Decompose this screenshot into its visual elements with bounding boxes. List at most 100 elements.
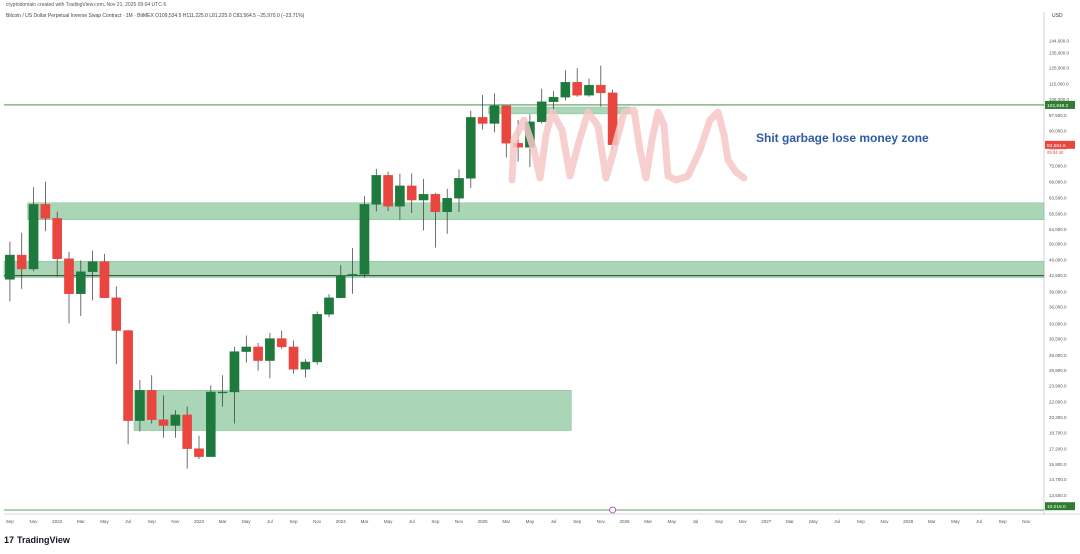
- price-tick-label: 36,000.0: [1049, 305, 1067, 310]
- time-tick-label: Jul: [267, 519, 273, 524]
- bottom-price-label: 10,015.0: [1047, 504, 1066, 510]
- candle-body: [347, 274, 358, 276]
- candle-body: [146, 390, 157, 420]
- price-tick-label: 33,000.0: [1049, 321, 1067, 326]
- tradingview-logo[interactable]: 17 TradingView: [4, 535, 70, 545]
- candle-body: [5, 254, 15, 280]
- time-tick-label: 2028: [903, 519, 914, 524]
- candle-body: [466, 117, 476, 179]
- time-tick-label: Nov: [597, 519, 606, 524]
- price-tick-label: 15,900.0: [1049, 462, 1067, 467]
- time-tick-label: Mar: [361, 519, 369, 524]
- candle-body: [40, 204, 51, 219]
- price-tick-label: 50,000.0: [1049, 242, 1067, 247]
- candle-body: [477, 117, 488, 124]
- price-tick-label: 90,000.0: [1049, 129, 1067, 134]
- candle-body: [454, 178, 464, 199]
- symbol-info-line[interactable]: Bitcoin / US Dollar Perpetual Inverse Sw…: [6, 13, 305, 19]
- price-tick-label: 25,900.0: [1049, 368, 1067, 373]
- candle-body: [111, 297, 122, 331]
- time-tick-label: 2027: [761, 519, 772, 524]
- support-zones: [3, 106, 1045, 431]
- price-tick-label: 23,900.0: [1049, 383, 1067, 388]
- price-tick-label: 13,500.0: [1049, 493, 1067, 498]
- price-tick-label: 58,500.0: [1049, 211, 1067, 216]
- tradingview-logo-text: TradingView: [17, 535, 70, 545]
- candle-body: [217, 391, 228, 394]
- candle-body: [324, 297, 334, 315]
- zone-rect: [3, 260, 1045, 278]
- time-tick-label: Mar: [928, 519, 936, 524]
- candle-body: [182, 414, 192, 449]
- price-tick-label: 17,200.0: [1049, 447, 1067, 452]
- scribble-stroke: [508, 106, 748, 184]
- time-tick-label: Nov: [313, 519, 322, 524]
- price-tick-label: 125,000.0: [1049, 65, 1070, 70]
- time-tick-label: 2026: [619, 519, 630, 524]
- candle-body: [64, 258, 74, 294]
- time-tick-label: Sep: [857, 519, 866, 524]
- candle-body: [596, 84, 606, 94]
- candle-body: [76, 271, 86, 294]
- candle-body: [584, 84, 594, 96]
- currency-label: USD: [1052, 13, 1063, 19]
- level-price-label: 102,848.2: [1047, 103, 1069, 109]
- candle-body: [536, 101, 547, 123]
- time-tick-label: Nov: [171, 519, 180, 524]
- time-tick-label: Sep: [290, 519, 299, 524]
- time-tick-label: 2024: [336, 519, 347, 524]
- time-tick-label: Sep: [999, 519, 1008, 524]
- time-axis: Sep Nov 2022 Mar May Jul Sep Nov 2023 Mar May Jul Se…: [6, 506, 1031, 524]
- time-tick-label: Mar: [219, 519, 227, 524]
- candle-body: [28, 204, 39, 270]
- candle-body: [572, 82, 582, 96]
- time-tick-label: Jul: [551, 519, 557, 524]
- price-tick-label: 63,500.0: [1049, 196, 1067, 201]
- candle-body: [371, 175, 382, 205]
- time-tick-label: Mar: [502, 519, 510, 524]
- candle-body: [288, 346, 299, 370]
- time-tick-label: Sep: [715, 519, 724, 524]
- price-tick-label: 106,000.0: [1049, 97, 1070, 102]
- time-tick-label: May: [809, 519, 818, 524]
- candle-body: [158, 419, 169, 426]
- time-tick-label: May: [526, 519, 535, 524]
- time-tick-label: Mar: [644, 519, 652, 524]
- current-price-countdown: 09:04:40: [1047, 150, 1064, 155]
- candle-body: [395, 185, 405, 207]
- candle-body: [265, 338, 275, 361]
- candle-body: [560, 82, 571, 98]
- time-tick-label: Nov: [739, 519, 748, 524]
- candle-body: [99, 261, 110, 299]
- candle-body: [276, 338, 287, 348]
- candle-body: [312, 314, 322, 363]
- time-tick-label: May: [384, 519, 393, 524]
- time-tick-label: Jul: [976, 519, 982, 524]
- candle-body: [16, 254, 27, 270]
- candle-body: [241, 346, 252, 352]
- candle-body: [206, 391, 216, 457]
- annotation-text: Shit garbage lose money zone: [756, 131, 929, 145]
- time-tick-label: Mar: [77, 519, 85, 524]
- chart-author-line: cryptodomain created with TradingView.co…: [6, 2, 167, 8]
- price-tick-label: 75,000.0: [1049, 164, 1067, 169]
- candle-body: [229, 351, 240, 393]
- time-axis-gear-icon: [609, 506, 616, 514]
- price-tick-label: 28,000.0: [1049, 353, 1067, 358]
- price-tick-label: 135,000.0: [1049, 51, 1070, 56]
- time-tick-label: Nov: [1022, 519, 1031, 524]
- candle-body: [336, 275, 346, 299]
- time-tick-label: Sep: [6, 519, 15, 524]
- price-tick-label: 69,000.0: [1049, 180, 1067, 185]
- candle-body: [406, 185, 417, 201]
- time-tick-label: May: [667, 519, 676, 524]
- price-tick-label: 97,500.0: [1049, 113, 1067, 118]
- price-tick-label: 144,000.0: [1049, 38, 1070, 43]
- candle-body: [123, 330, 133, 421]
- candle-body: [253, 346, 263, 361]
- price-tick-label: 30,500.0: [1049, 337, 1067, 342]
- price-tick-label: 115,000.0: [1049, 81, 1069, 86]
- time-tick-label: Sep: [148, 519, 157, 524]
- candle-body: [430, 194, 441, 212]
